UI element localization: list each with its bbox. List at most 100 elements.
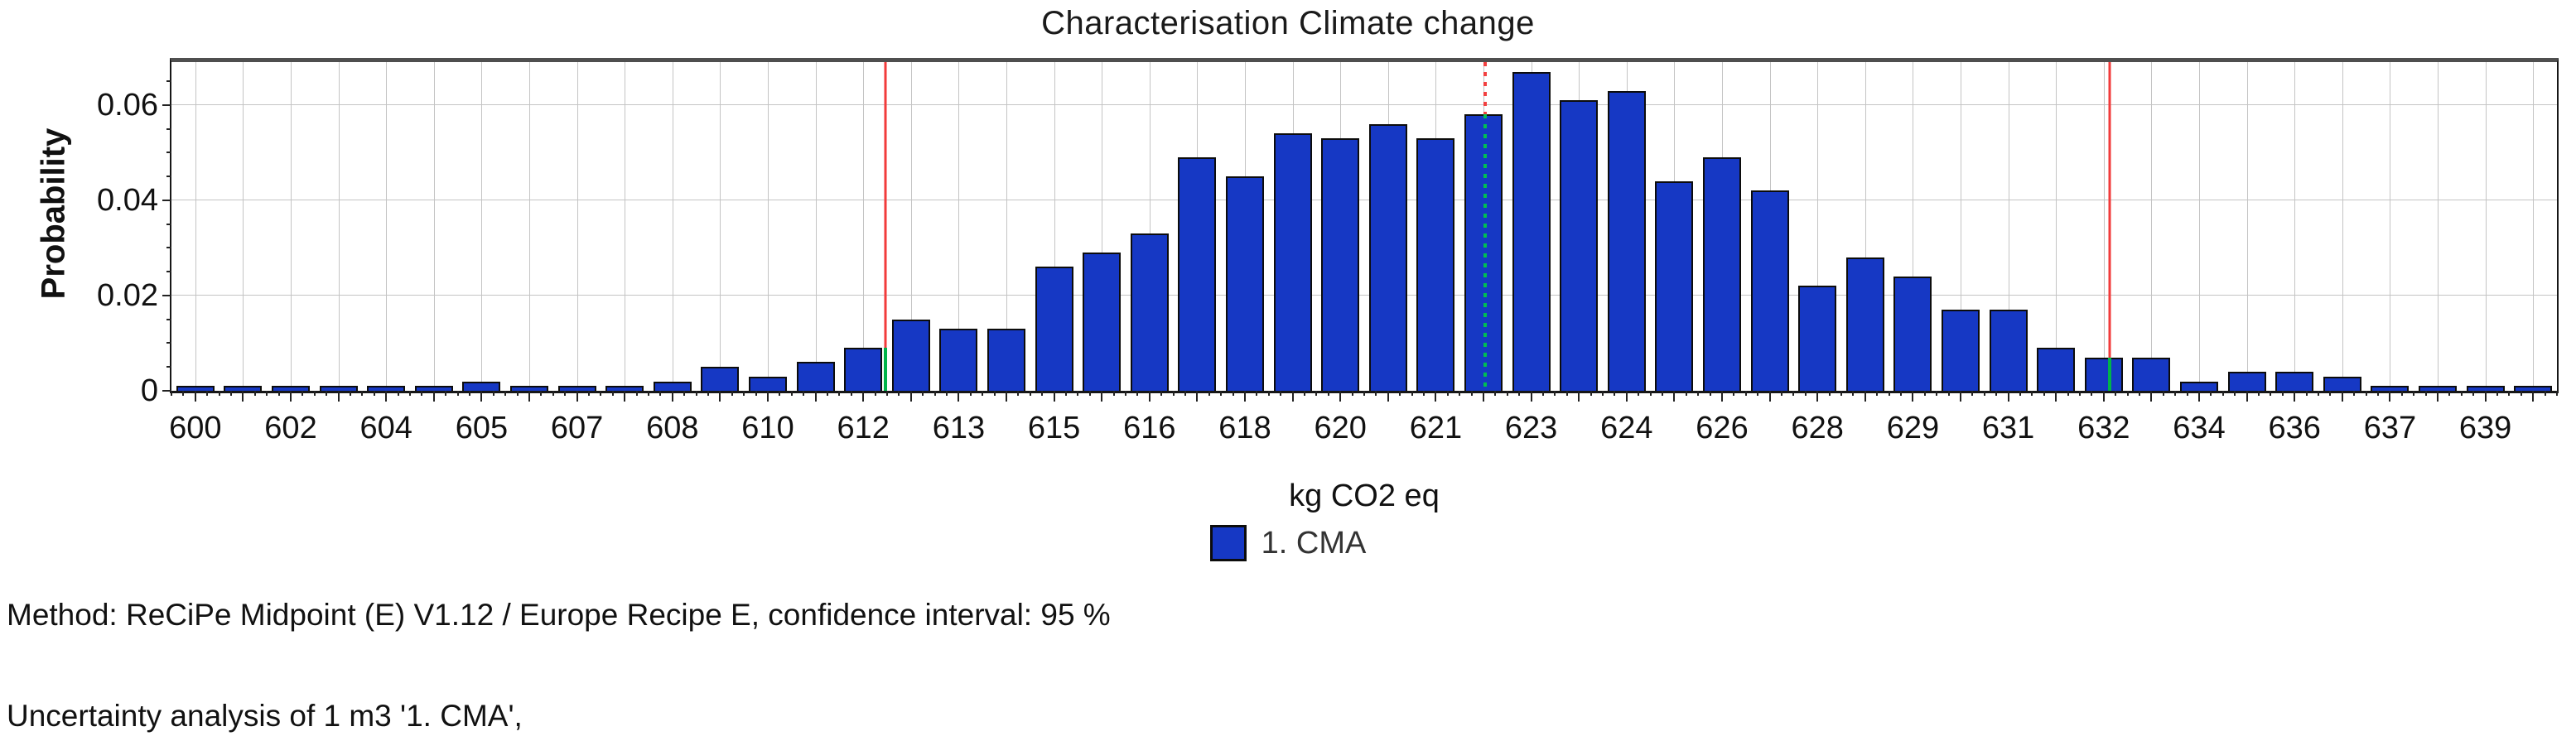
x-tick	[790, 391, 793, 396]
x-grid-line	[910, 62, 912, 391]
x-tick	[409, 391, 411, 396]
x-tick-label: 618	[1218, 411, 1271, 445]
x-tick	[2126, 391, 2129, 396]
x-tick	[2377, 391, 2379, 396]
histogram-bar	[987, 329, 1026, 391]
x-tick	[1530, 391, 1532, 402]
x-tick	[2329, 391, 2332, 396]
histogram-bar	[1416, 138, 1455, 391]
histogram-bar	[1273, 133, 1312, 391]
x-tick-label: 631	[1981, 411, 2035, 445]
x-tick	[2508, 391, 2511, 396]
x-tick	[1923, 391, 1926, 396]
x-tick	[1148, 391, 1151, 402]
histogram-bar	[2275, 372, 2314, 391]
x-tick-label: 637	[2363, 411, 2417, 445]
x-tick	[1625, 391, 1628, 402]
x-tick	[1983, 391, 1985, 396]
x-tick	[2007, 391, 2009, 402]
x-tick	[1220, 391, 1223, 396]
histogram-bar	[2227, 372, 2266, 391]
x-tick-label: 628	[1791, 411, 1844, 445]
x-tick	[266, 391, 268, 396]
x-tick	[1077, 391, 1079, 396]
y-tick	[166, 366, 171, 368]
median-dotted-line-red	[1483, 62, 1488, 115]
x-tick	[2055, 391, 2057, 402]
x-tick	[1315, 391, 1318, 396]
x-grid-line	[2533, 62, 2535, 391]
histogram-bar	[1512, 71, 1551, 391]
x-grid-line	[1006, 62, 1007, 391]
histogram-bar	[367, 386, 406, 391]
histogram-bar	[1655, 180, 1694, 391]
x-tick-label: 613	[932, 411, 986, 445]
x-tick	[1816, 391, 1819, 402]
x-tick	[1971, 391, 1974, 396]
histogram-bar	[1941, 310, 1980, 391]
x-tick	[2341, 391, 2343, 402]
histogram-bar	[2037, 348, 2076, 391]
x-tick	[1673, 391, 1676, 402]
y-tick	[166, 128, 171, 130]
legend: 1. CMA	[0, 525, 2576, 561]
x-tick	[1744, 391, 1747, 396]
ci-lower-line-green	[883, 348, 887, 391]
x-grid-line	[1149, 62, 1151, 391]
x-grid-line	[1864, 62, 1866, 391]
x-tick	[2270, 391, 2272, 396]
x-tick	[326, 391, 328, 396]
x-tick	[2258, 391, 2260, 396]
x-tick	[2221, 391, 2224, 396]
x-tick	[1459, 391, 1461, 396]
ci-upper-line-red	[2108, 62, 2111, 358]
histogram-bar	[1130, 233, 1169, 391]
histogram-bar	[2132, 357, 2171, 391]
y-tick	[166, 271, 171, 273]
x-tick	[1936, 391, 1938, 396]
x-tick	[1768, 391, 1771, 402]
legend-swatch	[1209, 525, 1247, 561]
x-grid-line	[2103, 62, 2105, 391]
x-tick	[2186, 391, 2188, 396]
x-tick	[194, 391, 196, 402]
x-tick	[1506, 391, 1508, 396]
histogram-bar	[1083, 253, 1122, 391]
x-tick	[528, 391, 530, 402]
x-tick	[719, 391, 721, 402]
x-grid-line	[958, 62, 960, 391]
x-tick	[648, 391, 649, 396]
x-tick	[1291, 391, 1294, 402]
x-axis-label: kg CO2 eq	[1289, 479, 1440, 513]
x-grid-line	[1817, 62, 1819, 391]
x-tick	[2496, 391, 2498, 396]
x-tick	[671, 391, 673, 402]
x-tick	[1423, 391, 1425, 396]
x-tick	[2210, 391, 2212, 396]
y-tick	[166, 247, 171, 249]
x-tick-label: 610	[741, 411, 794, 445]
x-grid-line	[433, 62, 435, 391]
ci-lower-line-red	[884, 62, 887, 349]
x-tick	[838, 391, 841, 396]
x-tick	[301, 391, 304, 396]
x-tick	[2281, 391, 2284, 396]
x-tick	[445, 391, 447, 396]
x-tick	[253, 391, 256, 396]
x-tick	[1685, 391, 1687, 396]
x-tick	[1804, 391, 1807, 396]
histogram-bar	[939, 329, 978, 391]
x-grid-line	[481, 62, 483, 391]
x-tick	[1697, 391, 1700, 396]
x-tick	[1375, 391, 1377, 396]
x-tick-label: 629	[1886, 411, 1940, 445]
x-tick	[1256, 391, 1258, 396]
histogram-bar	[319, 386, 358, 391]
histogram-bar	[1368, 123, 1407, 391]
x-tick	[564, 391, 567, 396]
histogram-bar	[2371, 386, 2410, 391]
x-tick	[1399, 391, 1401, 396]
histogram-bar	[2084, 357, 2123, 391]
plot-area: 0 0.02 0.04 0.06 600 602 604 605 607 608 610 612 613…	[97, 58, 2559, 444]
x-tick	[1995, 391, 1998, 396]
